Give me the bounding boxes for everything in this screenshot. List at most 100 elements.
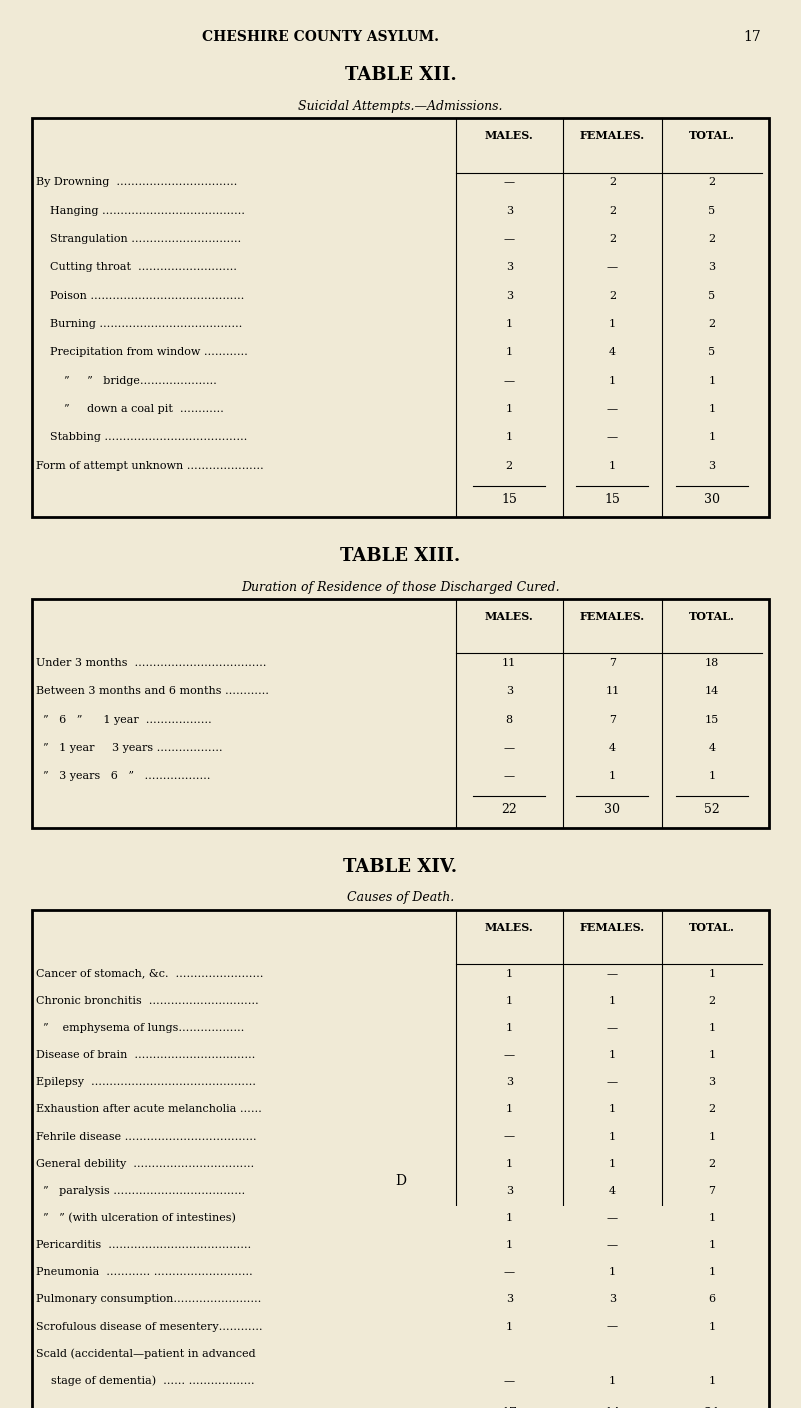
Text: TABLE XII.: TABLE XII. bbox=[344, 66, 457, 84]
Text: ”   ” (with ulceration of intestines): ” ” (with ulceration of intestines) bbox=[36, 1212, 236, 1224]
Text: 1: 1 bbox=[505, 1240, 513, 1250]
Text: 30: 30 bbox=[704, 493, 720, 505]
Text: 2: 2 bbox=[708, 320, 715, 329]
Text: 1: 1 bbox=[609, 1132, 616, 1142]
Text: Form of attempt unknown …………………: Form of attempt unknown ………………… bbox=[36, 460, 264, 470]
Text: 1: 1 bbox=[609, 1159, 616, 1169]
Text: 1: 1 bbox=[708, 1322, 715, 1332]
Text: —: — bbox=[607, 432, 618, 442]
Text: 1: 1 bbox=[708, 1212, 715, 1224]
Text: 4: 4 bbox=[708, 743, 715, 753]
Text: 1: 1 bbox=[505, 348, 513, 358]
Text: 14: 14 bbox=[705, 687, 719, 697]
Text: 3: 3 bbox=[505, 1294, 513, 1304]
Text: —: — bbox=[504, 1376, 515, 1385]
Text: Pulmonary consumption……………………: Pulmonary consumption…………………… bbox=[36, 1294, 261, 1304]
Text: 4: 4 bbox=[609, 1186, 616, 1195]
Text: Stabbing …………………………………: Stabbing ………………………………… bbox=[36, 432, 248, 442]
Bar bbox=[32, 910, 769, 1408]
Text: 2: 2 bbox=[609, 290, 616, 301]
Text: 6: 6 bbox=[708, 1294, 715, 1304]
Text: —: — bbox=[504, 177, 515, 187]
Text: 2: 2 bbox=[505, 460, 513, 470]
Text: TABLE XIII.: TABLE XIII. bbox=[340, 548, 461, 565]
Text: 1: 1 bbox=[505, 1322, 513, 1332]
Text: 22: 22 bbox=[501, 804, 517, 817]
Text: 3: 3 bbox=[505, 206, 513, 215]
Text: Cutting throat  ………………………: Cutting throat ……………………… bbox=[36, 262, 237, 272]
Text: 2: 2 bbox=[609, 177, 616, 187]
Text: 7: 7 bbox=[708, 1186, 715, 1195]
Text: 1: 1 bbox=[708, 1050, 715, 1060]
Text: General debility  ……………………………: General debility …………………………… bbox=[36, 1159, 254, 1169]
Text: 1: 1 bbox=[609, 1050, 616, 1060]
Text: ”     down a coal pit  …………: ” down a coal pit ………… bbox=[36, 404, 224, 414]
Text: 1: 1 bbox=[708, 772, 715, 781]
Text: —: — bbox=[607, 404, 618, 414]
Text: 3: 3 bbox=[505, 1186, 513, 1195]
Text: 1: 1 bbox=[505, 404, 513, 414]
Text: Burning …………………………………: Burning ………………………………… bbox=[36, 320, 243, 329]
Text: MALES.: MALES. bbox=[485, 611, 533, 622]
Text: Poison ……………………………………: Poison …………………………………… bbox=[36, 290, 244, 301]
Text: 15: 15 bbox=[605, 493, 620, 505]
Text: Chronic bronchitis  …………………………: Chronic bronchitis ………………………… bbox=[36, 995, 259, 1005]
Text: Precipitation from window …………: Precipitation from window ………… bbox=[36, 348, 248, 358]
Text: 11: 11 bbox=[606, 687, 619, 697]
Text: 1: 1 bbox=[708, 969, 715, 979]
Text: Exhaustion after acute melancholia ……: Exhaustion after acute melancholia …… bbox=[36, 1104, 262, 1114]
Text: —: — bbox=[607, 262, 618, 272]
Text: MALES.: MALES. bbox=[485, 922, 533, 932]
Text: —: — bbox=[607, 1024, 618, 1033]
Text: CHESHIRE COUNTY ASYLUM.: CHESHIRE COUNTY ASYLUM. bbox=[202, 30, 439, 44]
Text: 7: 7 bbox=[609, 658, 616, 667]
Text: TOTAL.: TOTAL. bbox=[689, 922, 735, 932]
Text: 7: 7 bbox=[609, 715, 616, 725]
Text: Suicidal Attempts.—Admissions.: Suicidal Attempts.—Admissions. bbox=[298, 100, 503, 113]
Text: 15: 15 bbox=[705, 715, 719, 725]
Text: ”   1 year     3 years ………………: ” 1 year 3 years ……………… bbox=[36, 743, 223, 753]
Text: 1: 1 bbox=[708, 1376, 715, 1385]
Text: 2: 2 bbox=[609, 234, 616, 244]
Text: 3: 3 bbox=[505, 262, 513, 272]
Text: —: — bbox=[607, 1077, 618, 1087]
Text: FEMALES.: FEMALES. bbox=[580, 611, 645, 622]
Text: 1: 1 bbox=[609, 460, 616, 470]
Text: —: — bbox=[504, 1267, 515, 1277]
Text: Duration of Residence of those Discharged Cured.: Duration of Residence of those Discharge… bbox=[241, 582, 560, 594]
Text: 1: 1 bbox=[505, 1212, 513, 1224]
Text: 11: 11 bbox=[502, 658, 517, 667]
Text: —: — bbox=[504, 234, 515, 244]
Text: 1: 1 bbox=[609, 376, 616, 386]
Text: —: — bbox=[607, 1212, 618, 1224]
Text: 4: 4 bbox=[609, 348, 616, 358]
Text: 3: 3 bbox=[708, 460, 715, 470]
Text: 1: 1 bbox=[505, 1104, 513, 1114]
Text: ”     ”   bridge…………………: ” ” bridge………………… bbox=[36, 376, 217, 386]
Text: —: — bbox=[607, 1322, 618, 1332]
Text: 1: 1 bbox=[708, 432, 715, 442]
Text: ”   6   ”      1 year  ………………: ” 6 ” 1 year ……………… bbox=[36, 715, 211, 725]
Text: 1: 1 bbox=[609, 320, 616, 329]
Bar bbox=[32, 598, 769, 828]
Text: FEMALES.: FEMALES. bbox=[580, 922, 645, 932]
Text: 1: 1 bbox=[708, 376, 715, 386]
Text: 5: 5 bbox=[708, 290, 715, 301]
Text: FEMALES.: FEMALES. bbox=[580, 131, 645, 141]
Text: 1: 1 bbox=[505, 320, 513, 329]
Text: Under 3 months  ………………………………: Under 3 months ……………………………… bbox=[36, 658, 267, 667]
Text: ”   3 years   6   ”   ………………: ” 3 years 6 ” ……………… bbox=[36, 772, 211, 781]
Text: 52: 52 bbox=[704, 804, 720, 817]
Text: 1: 1 bbox=[708, 1267, 715, 1277]
Text: D: D bbox=[395, 1174, 406, 1188]
Text: 4: 4 bbox=[609, 743, 616, 753]
Text: 3: 3 bbox=[505, 687, 513, 697]
Text: stage of dementia)  …… ………………: stage of dementia) …… ……………… bbox=[44, 1376, 255, 1387]
Text: Scald (accidental—patient in advanced: Scald (accidental—patient in advanced bbox=[36, 1349, 256, 1359]
Text: 1: 1 bbox=[609, 995, 616, 1005]
Text: 1: 1 bbox=[505, 432, 513, 442]
Text: 2: 2 bbox=[708, 995, 715, 1005]
Bar bbox=[32, 118, 769, 517]
Text: 2: 2 bbox=[708, 177, 715, 187]
Text: TABLE XIV.: TABLE XIV. bbox=[344, 857, 457, 876]
